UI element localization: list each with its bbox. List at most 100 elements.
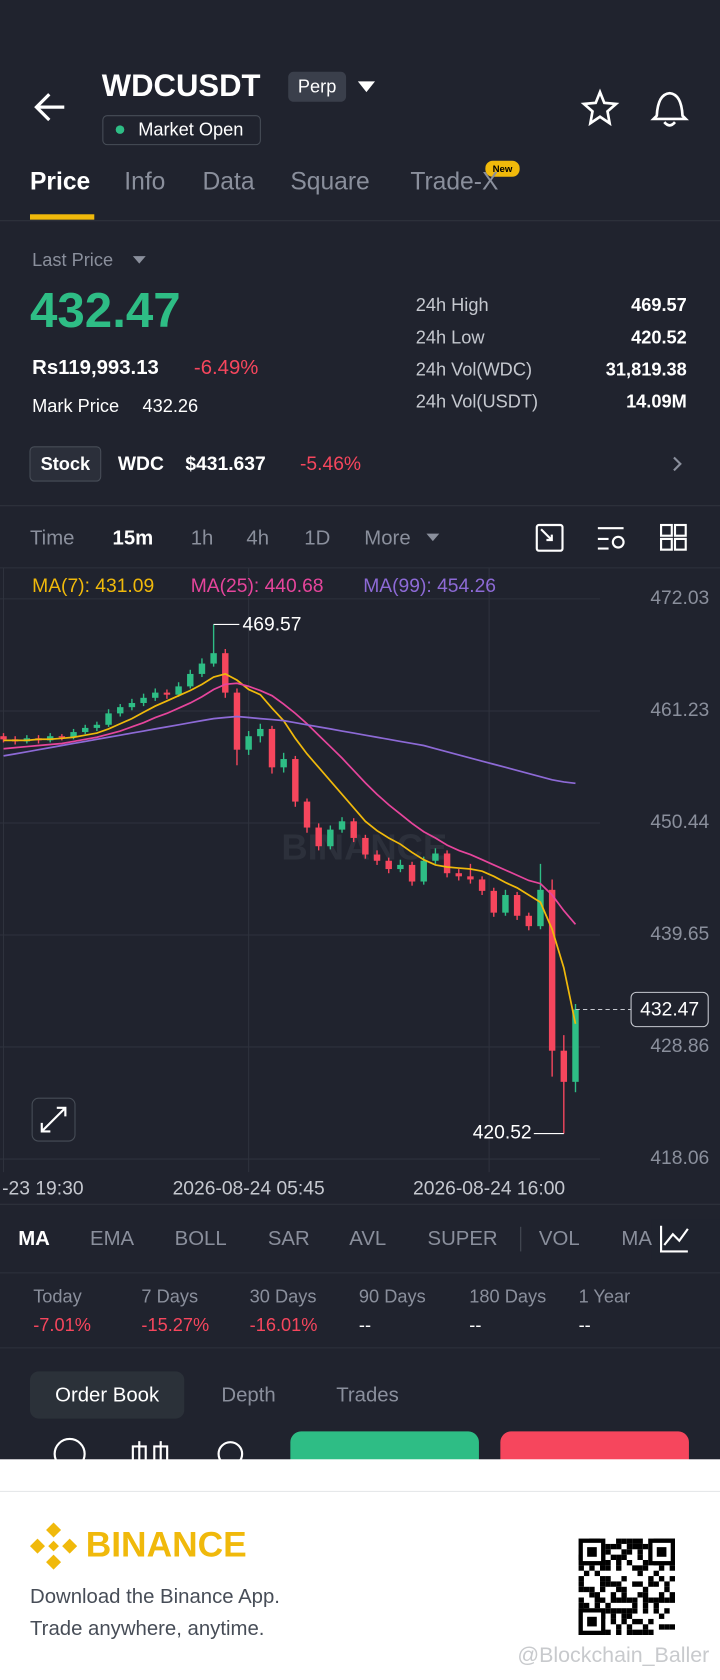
tab[interactable]: Square: [290, 169, 369, 196]
qr-cell: [648, 1597, 654, 1603]
qr-cell: [658, 1597, 665, 1603]
legend-entry: MA(99): 454.26: [363, 576, 496, 597]
symbol: WDCUSDT: [102, 68, 261, 103]
interval[interactable]: 1h: [191, 527, 214, 549]
qr-cell: [594, 1597, 600, 1603]
qr-cell: [642, 1624, 649, 1630]
stat-value: 469.57: [631, 295, 687, 315]
stat-label: 24h High: [416, 295, 489, 315]
more-dropdown[interactable]: [426, 533, 440, 542]
qr-cell: [610, 1592, 617, 1598]
candle-body: [338, 821, 346, 830]
favorite-icon[interactable]: [580, 88, 620, 127]
qr-cell: [610, 1543, 617, 1550]
qr-cell: [637, 1629, 643, 1635]
qr-cell: [594, 1602, 600, 1609]
indicator[interactable]: SUPER: [428, 1228, 498, 1250]
qr-cell: [583, 1586, 590, 1593]
indicator[interactable]: MA: [18, 1228, 50, 1250]
candle-body: [502, 895, 509, 913]
interval[interactable]: 4h: [246, 527, 269, 549]
book-tab[interactable]: Trades: [336, 1384, 399, 1406]
candle-body: [152, 692, 159, 698]
candle-body: [408, 864, 416, 882]
last-price: 432.47: [30, 283, 181, 338]
book-tab[interactable]: Order Book: [55, 1384, 160, 1406]
qr-cell: [642, 1565, 649, 1571]
qr-cell: [664, 1624, 670, 1630]
symbol-dropdown[interactable]: [357, 81, 375, 93]
qr-cell: [605, 1576, 611, 1582]
qr-cell: [610, 1554, 617, 1560]
alert-icon[interactable]: [650, 91, 689, 127]
indicator[interactable]: EMA: [90, 1228, 135, 1250]
chart-tools[interactable]: [535, 523, 687, 552]
qr-cell: [626, 1538, 633, 1544]
qr-cell: [626, 1608, 633, 1614]
candle-body: [0, 736, 7, 740]
period: 1 Year: [579, 1286, 631, 1306]
qr-cell: [642, 1602, 649, 1609]
price-dropdown[interactable]: [132, 256, 146, 264]
candle-body: [268, 728, 276, 768]
indicator[interactable]: BOLL: [175, 1228, 227, 1250]
qr-cell: [605, 1549, 611, 1555]
tab[interactable]: Data: [203, 169, 255, 196]
qr-cell: [621, 1586, 627, 1593]
badge: New: [493, 164, 513, 175]
legend-entry: MA(25): 440.68: [191, 576, 324, 597]
tab[interactable]: Trade-X: [410, 169, 498, 196]
tab[interactable]: Price: [30, 169, 90, 196]
indicator[interactable]: SAR: [268, 1228, 310, 1250]
label[interactable]: Last Price: [32, 250, 113, 270]
qr-cell: [594, 1570, 600, 1577]
qr-cell: [610, 1597, 617, 1603]
candle-body: [350, 821, 357, 838]
status-dot: [115, 125, 125, 134]
indicator[interactable]: MA: [621, 1228, 652, 1250]
qr-cell: [616, 1624, 622, 1630]
indicator[interactable]: VOL: [539, 1228, 580, 1250]
qr-cell: [648, 1629, 654, 1635]
interval[interactable]: 1D: [304, 527, 330, 549]
stock-price: $431.637: [185, 454, 265, 475]
candle-body: [117, 707, 124, 714]
candle-body: [222, 653, 229, 693]
qr-cell: [621, 1576, 627, 1582]
qr-cell: [610, 1608, 617, 1614]
qr-cell: [642, 1543, 649, 1550]
qr-cell: [637, 1618, 643, 1625]
contract-type[interactable]: Perp: [298, 77, 336, 97]
qr-cell: [658, 1613, 665, 1619]
qr-cell: [664, 1586, 670, 1593]
candle-body: [175, 686, 182, 695]
period-change: --: [359, 1315, 371, 1335]
stat-value: 420.52: [631, 327, 687, 347]
candle-body: [46, 736, 54, 741]
qr-cell: [621, 1554, 627, 1560]
chart: BINANCE472.03461.23450.44439.65428.86418…: [0, 567, 710, 1199]
interval[interactable]: More: [364, 527, 410, 549]
tab[interactable]: Info: [124, 169, 165, 196]
qr-cell: [637, 1549, 643, 1555]
chevron[interactable]: [673, 456, 682, 472]
indicator[interactable]: AVL: [349, 1228, 386, 1250]
qr-cell: [642, 1560, 649, 1566]
qr-cell: [578, 1565, 584, 1571]
candle-body: [455, 873, 462, 877]
last-price-label: 432.47: [640, 1000, 699, 1021]
interval[interactable]: 15m: [113, 527, 154, 549]
indicator-settings[interactable]: [660, 1225, 689, 1253]
qr-cell: [616, 1629, 622, 1635]
interval[interactable]: Time: [30, 527, 74, 549]
candle-body: [128, 702, 136, 708]
qr-cell: [621, 1613, 627, 1619]
qr-cell: [589, 1592, 595, 1598]
back-button[interactable]: [34, 93, 65, 122]
y-tick-label: 450.44: [650, 812, 709, 833]
book-tab[interactable]: Depth: [221, 1384, 275, 1406]
ma-line: [3, 673, 577, 1025]
active-book-tab: [30, 1371, 185, 1419]
qr-cell: [664, 1597, 670, 1603]
qr-cell: [669, 1624, 675, 1630]
